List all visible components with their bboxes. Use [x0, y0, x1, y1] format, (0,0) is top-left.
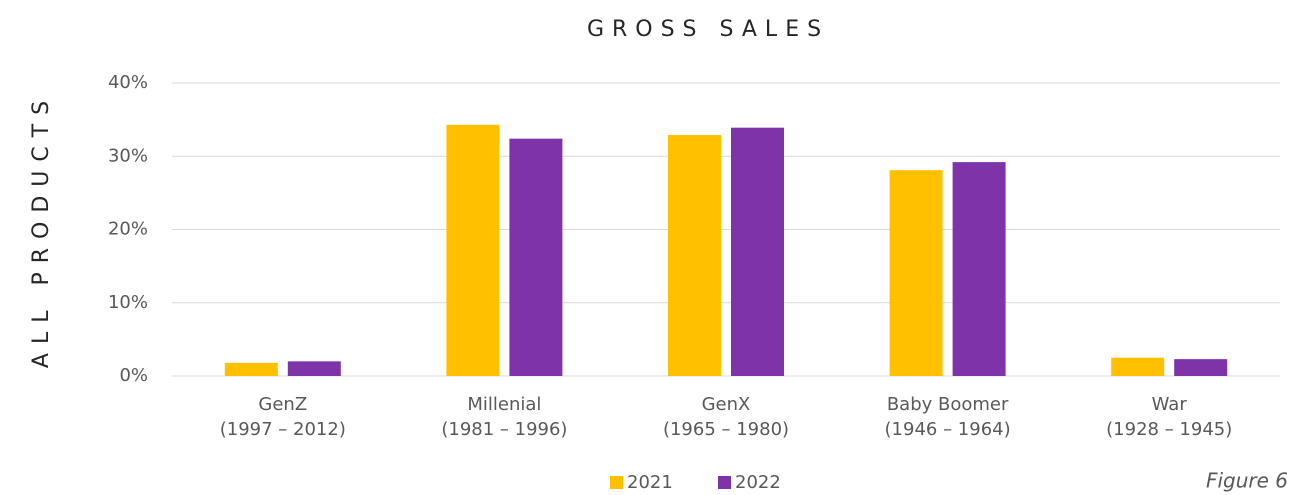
- x-tick-label: (1981 – 1996): [441, 419, 567, 440]
- bar: [1174, 359, 1228, 376]
- bar: [446, 124, 500, 376]
- x-tick-label: GenX: [702, 394, 751, 415]
- y-tick-label: 20%: [108, 219, 148, 240]
- y-axis-label: ALL PRODUCTS: [29, 92, 54, 368]
- y-tick-label: 40%: [108, 72, 148, 93]
- x-tick-label: (1965 – 1980): [663, 419, 789, 440]
- figure-caption: Figure 6: [1206, 469, 1288, 493]
- chart-title: GROSS SALES: [587, 17, 829, 42]
- bar: [287, 361, 341, 376]
- x-tick-label: GenZ: [258, 394, 307, 415]
- bar: [731, 127, 784, 377]
- bar: [952, 162, 1006, 376]
- x-tick-label: Millenial: [467, 394, 541, 415]
- bar: [224, 362, 278, 376]
- legend-swatch: [610, 476, 623, 489]
- bar: [668, 135, 721, 376]
- x-tick-label: Baby Boomer: [887, 394, 1009, 415]
- bar: [1111, 357, 1165, 376]
- bar: [509, 138, 563, 376]
- x-tick-label: (1928 – 1945): [1106, 419, 1232, 440]
- y-tick-label: 0%: [119, 365, 148, 386]
- legend-label: 2022: [735, 472, 781, 493]
- legend-swatch: [718, 476, 731, 489]
- x-tick-label: (1946 – 1964): [885, 419, 1011, 440]
- y-tick-label: 10%: [108, 292, 148, 313]
- x-tick-label: (1997 – 2012): [220, 419, 346, 440]
- bar: [889, 170, 943, 376]
- legend-label: 2021: [627, 472, 673, 493]
- y-tick-label: 30%: [108, 145, 148, 166]
- x-tick-label: War: [1152, 394, 1188, 415]
